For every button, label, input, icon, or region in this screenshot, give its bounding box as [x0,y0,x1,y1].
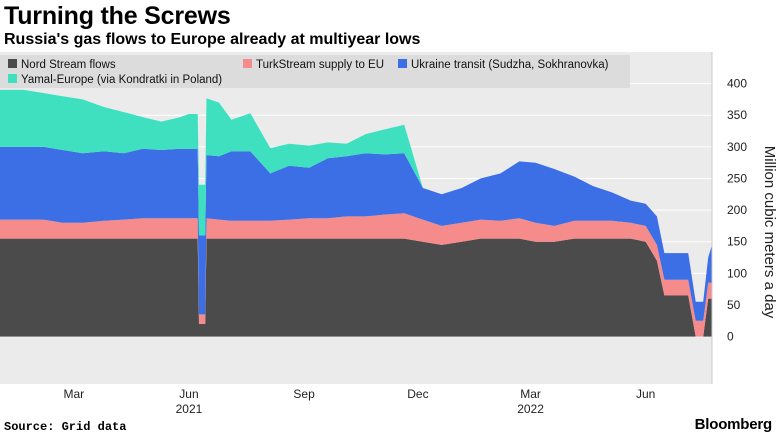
x-tick-label: Dec [407,387,428,401]
x-tick-label: Mar [63,387,84,401]
source-note: Source: Grid data [4,420,127,434]
y-tick-label: 100 [727,266,747,280]
series-area-0 [0,238,712,337]
y-tick-label: 400 [727,77,747,91]
legend-swatch-1 [243,59,252,68]
y-tick-label: 0 [727,330,734,344]
legend-swatch-2 [398,59,407,68]
x-tick-label: Mar [520,387,541,401]
y-tick-label: 300 [727,140,747,154]
y-tick-label: 150 [727,235,747,249]
series-area-1 [0,213,712,337]
series-area-3 [0,89,712,302]
y-tick-label: 350 [727,108,747,122]
chart-title: Turning the Screws [4,2,231,30]
legend-label-2: Ukraine transit (Sudzha, Sokhranovka) [411,59,609,71]
y-axis-title: Million cubic meters a day [761,146,778,319]
series-area-2 [0,146,712,321]
chart-subtitle: Russia's gas flows to Europe already at … [4,31,421,48]
x-tick-label: Jun [179,387,198,401]
x-tick-label: Sep [293,387,315,401]
legend-box [0,55,630,88]
x-year-label: 2021 [176,402,203,416]
y-tick-label: 250 [727,171,747,185]
legend-label-1: TurkStream supply to EU [256,59,384,71]
x-tick-label: Jun [636,387,655,401]
legend-label-3: Yamal-Europe (via Kondratki in Poland) [21,74,222,86]
legend-label-0: Nord Stream flows [21,59,116,71]
y-tick-label: 200 [727,203,747,217]
y-tick-label: 50 [727,298,741,312]
bloomberg-logo: Bloomberg [694,416,773,433]
x-year-label: 2022 [517,402,544,416]
legend-swatch-3 [8,74,17,83]
legend-swatch-0 [8,59,17,68]
